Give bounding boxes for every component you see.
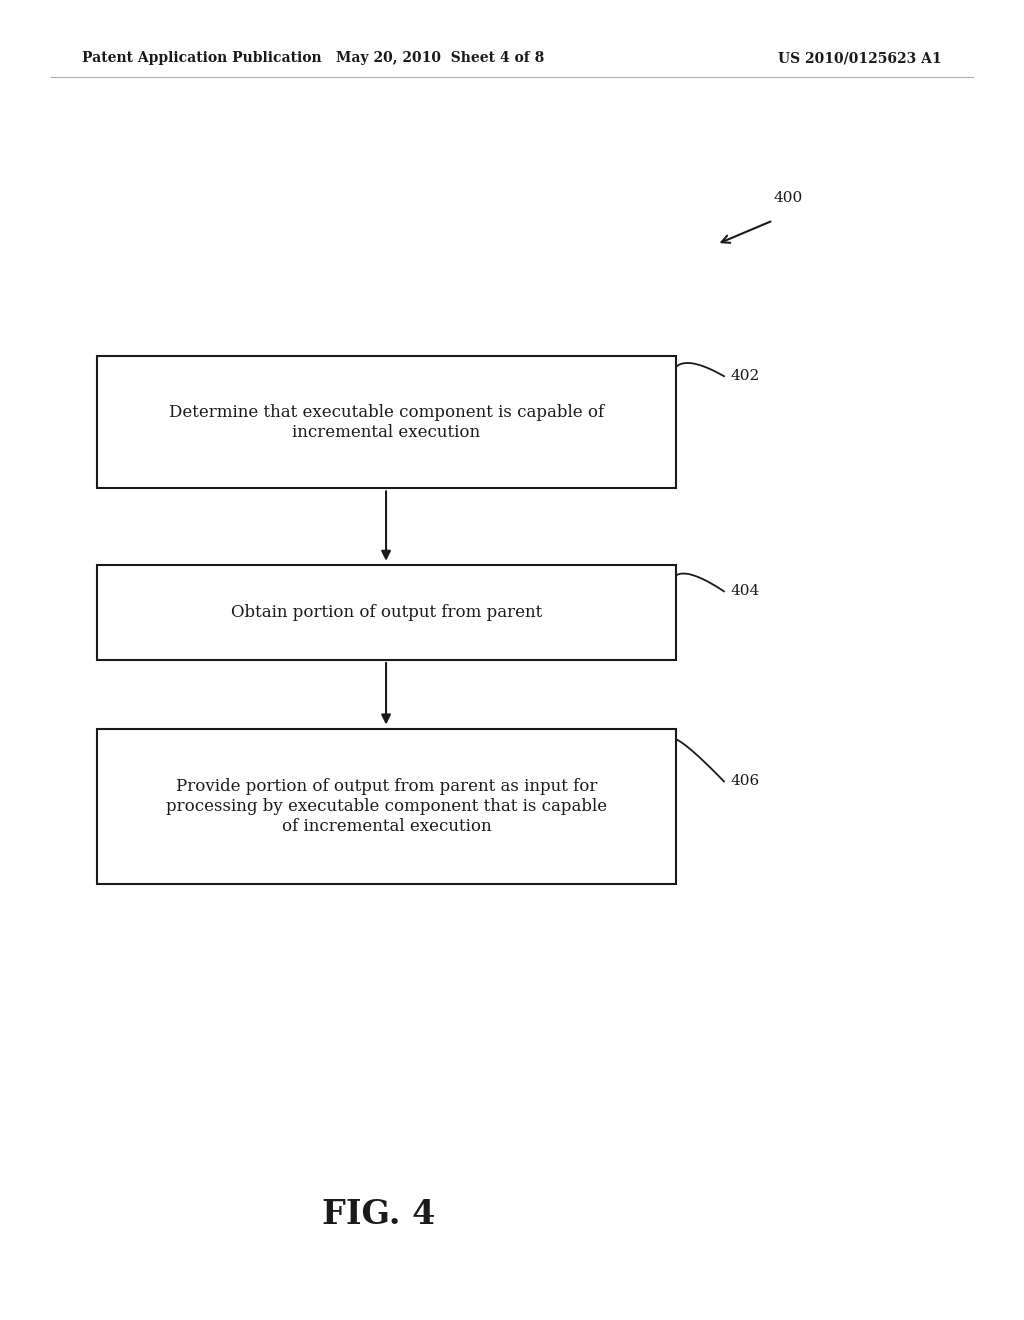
Text: US 2010/0125623 A1: US 2010/0125623 A1 <box>778 51 942 65</box>
Bar <box>97 565 676 660</box>
Bar <box>97 729 676 884</box>
Text: 402: 402 <box>730 370 760 383</box>
Text: Determine that executable component is capable of
incremental execution: Determine that executable component is c… <box>169 404 604 441</box>
Text: May 20, 2010  Sheet 4 of 8: May 20, 2010 Sheet 4 of 8 <box>336 51 545 65</box>
Text: FIG. 4: FIG. 4 <box>323 1199 435 1230</box>
Text: 400: 400 <box>773 190 803 205</box>
Text: 406: 406 <box>730 775 760 788</box>
Text: Obtain portion of output from parent: Obtain portion of output from parent <box>231 605 542 620</box>
Text: 404: 404 <box>730 585 760 598</box>
Bar <box>97 356 676 488</box>
Text: Provide portion of output from parent as input for
processing by executable comp: Provide portion of output from parent as… <box>166 779 607 834</box>
Text: Patent Application Publication: Patent Application Publication <box>82 51 322 65</box>
